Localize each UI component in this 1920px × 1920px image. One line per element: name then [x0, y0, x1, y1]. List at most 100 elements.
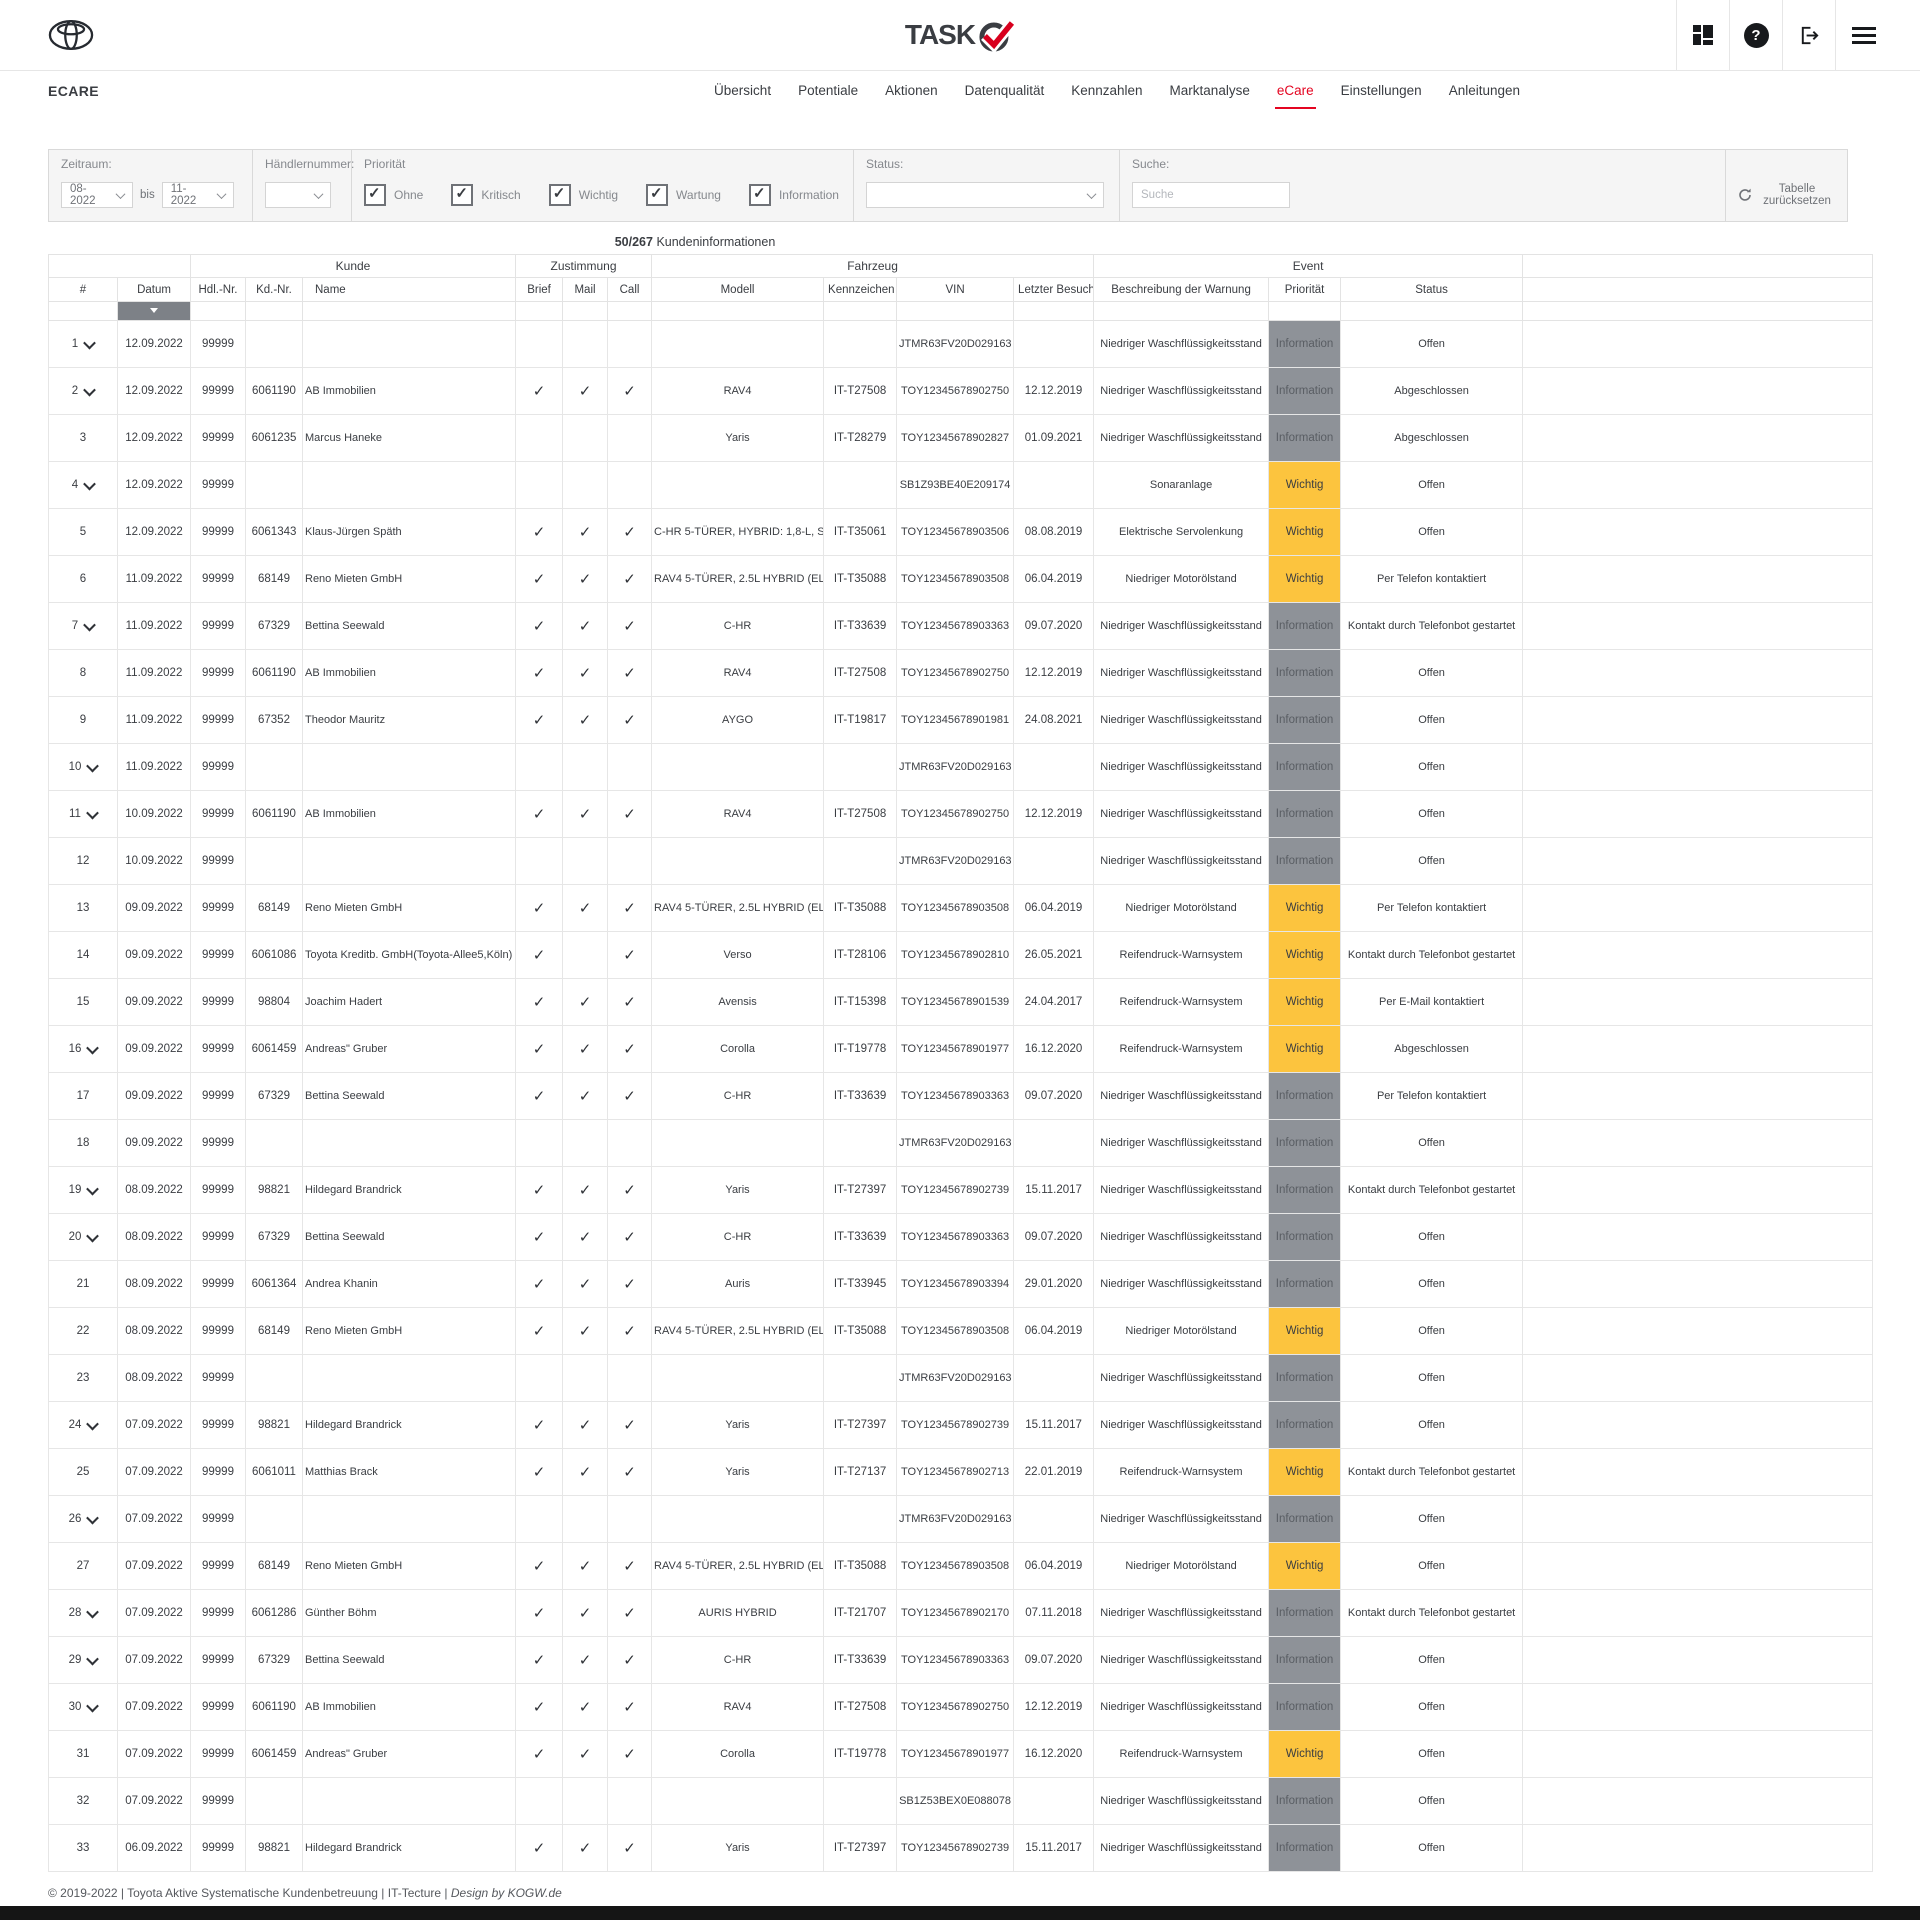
row-expander-icon[interactable] [86, 1182, 100, 1195]
help-icon[interactable]: ? [1729, 0, 1782, 70]
column-header-letzter-besuch[interactable]: Letzter Besuch [1013, 277, 1095, 302]
nav-item-marktanalyse[interactable]: Marktanalyse [1169, 82, 1250, 98]
table-row[interactable]: 26 07.09.2022 99999 JTMR63FV20D029163 Niedri… [48, 1495, 1874, 1543]
table-row[interactable]: 29 07.09.2022 99999 67329 Bettina Seewald ✓ ✓ ✓… [48, 1636, 1874, 1684]
table-row[interactable]: 21 08.09.2022 99999 6061364 Andrea Khanin ✓ ✓ ✓… [48, 1260, 1874, 1308]
table-row[interactable]: 4 12.09.2022 99999 SB1Z93BE40E209174 Sonaran… [48, 461, 1874, 509]
table-row[interactable]: 17 09.09.2022 99999 67329 Bettina Seewald ✓ ✓ ✓… [48, 1072, 1874, 1120]
checkbox-checked-icon[interactable] [748, 184, 771, 206]
sort-spacer [48, 301, 118, 321]
dashboard-grid-icon[interactable] [1676, 0, 1729, 70]
table-row[interactable]: 22 08.09.2022 99999 68149 Reno Mieten GmbH ✓ ✓… [48, 1307, 1874, 1355]
table-row[interactable]: 1 12.09.2022 99999 JTMR63FV20D029163 Niedrig… [48, 320, 1874, 368]
table-row[interactable]: 23 08.09.2022 99999 JTMR63FV20D029163 Niedri… [48, 1354, 1874, 1402]
column-header-name[interactable]: Name [301, 277, 517, 302]
row-expander-icon[interactable] [86, 1605, 100, 1618]
row-expander-icon[interactable] [83, 336, 97, 349]
table-row[interactable]: 19 08.09.2022 99999 98821 Hildegard Brandric… [48, 1166, 1874, 1214]
row-expander-icon[interactable] [86, 759, 100, 772]
table-row[interactable]: 14 09.09.2022 99999 6061086 Toyota Kreditb. … [48, 931, 1874, 979]
table-row[interactable]: 15 09.09.2022 99999 98804 Joachim Hadert ✓ ✓ ✓ A… [48, 978, 1874, 1026]
row-expander-icon[interactable] [86, 1229, 100, 1242]
row-expander-icon[interactable] [86, 1511, 100, 1524]
column-header-datum[interactable]: Datum [117, 277, 191, 302]
table-row[interactable]: 25 07.09.2022 99999 6061011 Matthias Brack ✓ ✓… [48, 1448, 1874, 1496]
column-header-mail[interactable]: Mail [562, 277, 609, 302]
modell-cell: Avensis [651, 978, 825, 1026]
checkbox-checked-icon[interactable] [451, 184, 474, 206]
priority-filter-ohne[interactable]: Ohne [364, 184, 423, 206]
search-input[interactable] [1132, 182, 1290, 208]
priority-filter-wichtig[interactable]: Wichtig [548, 184, 618, 206]
nav-item-einstellungen[interactable]: Einstellungen [1340, 82, 1422, 98]
table-row[interactable]: 7 11.09.2022 99999 67329 Bettina Seewald ✓ ✓ ✓ C… [48, 602, 1874, 650]
priority-filter-wartung[interactable]: Wartung [646, 184, 721, 206]
column-header-brief[interactable]: Brief [515, 277, 564, 302]
row-expander-icon[interactable] [86, 806, 99, 819]
table-row[interactable]: 13 09.09.2022 99999 68149 Reno Mieten GmbH ✓ ✓… [48, 884, 1874, 932]
haendlernummer-label: Händlernummer: [265, 157, 355, 171]
table-row[interactable]: 2 12.09.2022 99999 6061190 AB Immobilien ✓ ✓ ✓ R… [48, 367, 1874, 415]
table-row[interactable]: 33 06.09.2022 99999 98821 Hildegard Brandric… [48, 1824, 1874, 1872]
table-row[interactable]: 24 07.09.2022 99999 98821 Hildegard Brandric… [48, 1401, 1874, 1449]
nav-item-aktionen[interactable]: Aktionen [885, 82, 938, 98]
column-header-status[interactable]: Status [1340, 277, 1524, 302]
nav-item-datenqualität[interactable]: Datenqualität [964, 82, 1045, 98]
row-expander-icon[interactable] [83, 383, 97, 396]
table-row[interactable]: 6 11.09.2022 99999 68149 Reno Mieten GmbH ✓ ✓ ✓… [48, 555, 1874, 603]
table-row[interactable]: 31 07.09.2022 99999 6061459 Andreas" Gruber ✓… [48, 1730, 1874, 1778]
haendlernummer-select[interactable] [265, 182, 331, 208]
nav-item-potentiale[interactable]: Potentiale [798, 82, 859, 98]
table-row[interactable]: 12 10.09.2022 99999 JTMR63FV20D029163 Niedri… [48, 837, 1874, 885]
zeitraum-from-select[interactable]: 08-2022 [61, 182, 133, 208]
datum-cell: 12.09.2022 [117, 461, 191, 509]
nav-item-ecare[interactable]: eCare [1274, 82, 1316, 109]
column-header-#[interactable]: # [48, 277, 118, 302]
column-header-priorit-t[interactable]: Priorität [1268, 277, 1342, 302]
check-icon: ✓ [623, 1652, 636, 1669]
name-cell: Marcus Haneke [301, 414, 517, 462]
status-select[interactable] [866, 182, 1104, 208]
table-row[interactable]: 9 11.09.2022 99999 67352 Theodor Mauritz ✓ ✓ ✓ A… [48, 696, 1874, 744]
zeitraum-to-select[interactable]: 11-2022 [161, 182, 234, 208]
row-expander-icon[interactable] [86, 1417, 100, 1430]
reset-table-button[interactable]: Tabelle zurücksetzen [1738, 183, 1835, 207]
logout-icon[interactable] [1782, 0, 1835, 70]
table-row[interactable]: 32 07.09.2022 99999 SB1Z53BEX0E088078 Niedri… [48, 1777, 1874, 1825]
table-row[interactable]: 16 09.09.2022 99999 6061459 Andreas" Gruber ✓… [48, 1025, 1874, 1073]
table-row[interactable]: 20 08.09.2022 99999 67329 Bettina Seewald ✓ ✓ ✓… [48, 1213, 1874, 1261]
row-expander-icon[interactable] [86, 1652, 100, 1665]
nav-item-kennzahlen[interactable]: Kennzahlen [1071, 82, 1143, 98]
column-header-beschreibung-der-warnung[interactable]: Beschreibung der Warnung [1093, 277, 1270, 302]
nav-item-anleitungen[interactable]: Anleitungen [1448, 82, 1520, 98]
table-row[interactable]: 27 07.09.2022 99999 68149 Reno Mieten GmbH ✓ ✓… [48, 1542, 1874, 1590]
checkbox-checked-icon[interactable] [548, 184, 571, 206]
column-header-call[interactable]: Call [607, 277, 653, 302]
menu-hamburger-icon[interactable] [1835, 0, 1892, 70]
column-header-kennzeichen[interactable]: Kennzeichen [823, 277, 898, 302]
table-row[interactable]: 10 11.09.2022 99999 JTMR63FV20D029163 Niedri… [48, 743, 1874, 791]
table-row[interactable]: 28 07.09.2022 99999 6061286 Günther Böhm ✓ ✓ ✓ A… [48, 1589, 1874, 1637]
column-header-modell[interactable]: Modell [651, 277, 825, 302]
row-expander-icon[interactable] [86, 1699, 100, 1712]
table-row[interactable]: 5 12.09.2022 99999 6061343 Klaus-Jürgen Spät… [48, 508, 1874, 556]
filter-section-suche: Suche: [1120, 150, 1726, 221]
nav-item-übersicht[interactable]: Übersicht [714, 82, 772, 98]
row-expander-icon[interactable] [83, 618, 97, 631]
warnung-cell: Reifendruck-Warnsystem [1093, 978, 1270, 1026]
sort-indicator-datum[interactable] [117, 301, 191, 321]
row-expander-icon[interactable] [83, 477, 97, 490]
row-expander-icon[interactable] [86, 1041, 100, 1054]
column-header-kd-nr-[interactable]: Kd.-Nr. [245, 277, 303, 302]
table-row[interactable]: 3 12.09.2022 99999 6061235 Marcus Haneke Yari… [48, 414, 1874, 462]
table-row[interactable]: 11 10.09.2022 99999 6061190 AB Immobilien ✓ ✓ ✓… [48, 790, 1874, 838]
table-row[interactable]: 8 11.09.2022 99999 6061190 AB Immobilien ✓ ✓ ✓ R… [48, 649, 1874, 697]
table-row[interactable]: 18 09.09.2022 99999 JTMR63FV20D029163 Niedri… [48, 1119, 1874, 1167]
checkbox-checked-icon[interactable] [646, 184, 669, 206]
priority-filter-kritisch[interactable]: Kritisch [451, 184, 521, 206]
column-header-hdl-nr-[interactable]: Hdl.-Nr. [190, 277, 246, 302]
checkbox-checked-icon[interactable] [364, 184, 386, 206]
column-header-vin[interactable]: VIN [896, 277, 1015, 302]
table-row[interactable]: 30 07.09.2022 99999 6061190 AB Immobilien ✓ ✓ ✓… [48, 1683, 1874, 1731]
priority-filter-information[interactable]: Information [748, 184, 839, 206]
